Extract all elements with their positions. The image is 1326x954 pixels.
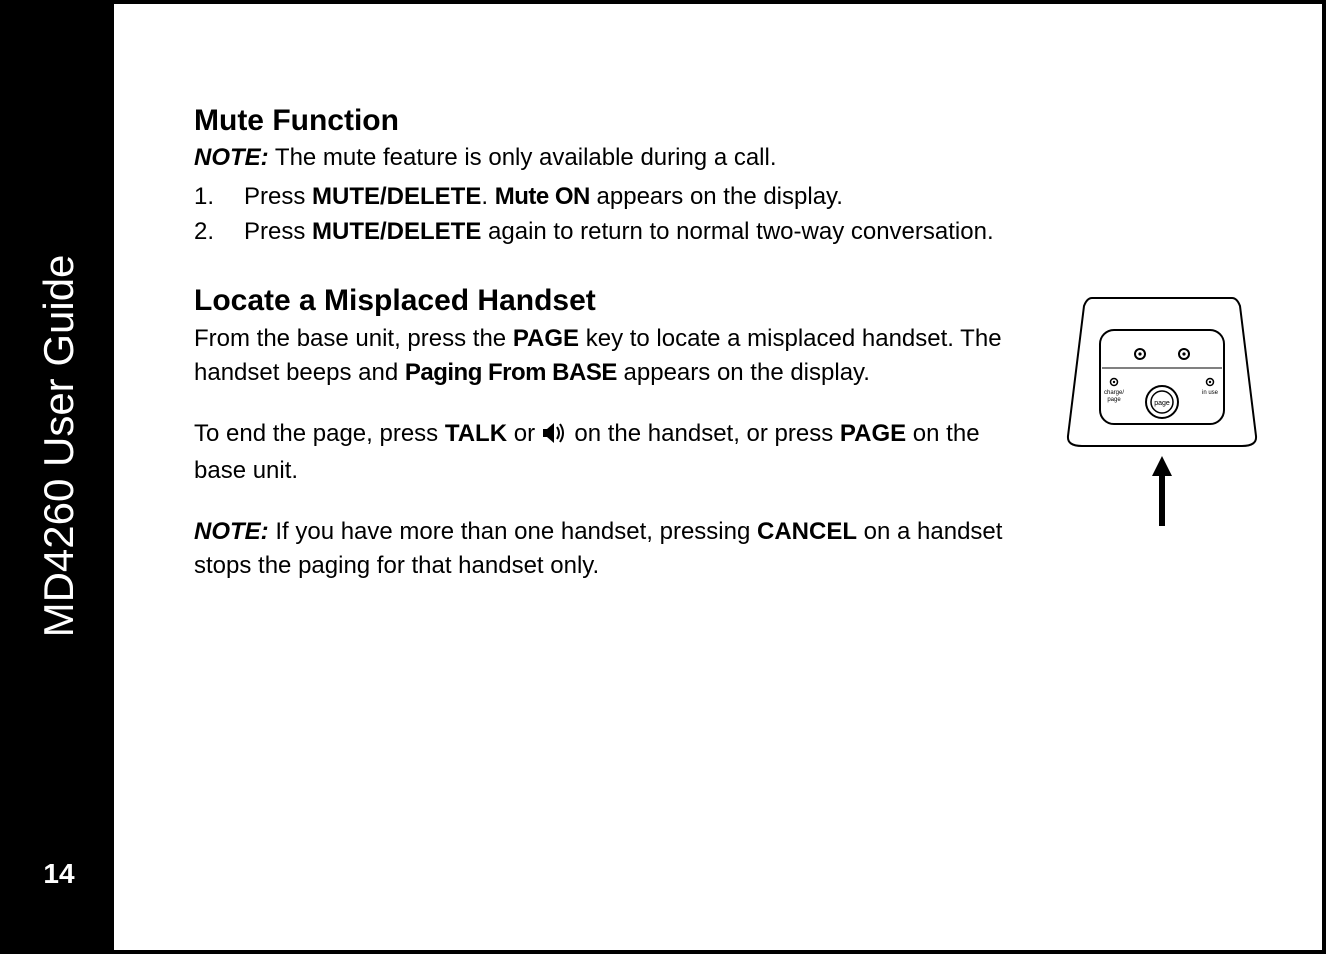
mute-steps: 1. Press MUTE/DELETE. Mute ON appears on… — [194, 180, 1262, 250]
step-1: 1. Press MUTE/DELETE. Mute ON appears on… — [194, 180, 1262, 215]
speaker-icon — [542, 420, 568, 454]
display-mute-on: Mute ON — [495, 183, 590, 210]
label-charge-2: page — [1107, 397, 1121, 403]
arrow-up-icon — [1152, 456, 1172, 526]
sidebar: MD4260 User Guide 14 — [4, 4, 114, 950]
locate-paragraph-1: From the base unit, press the PAGE key t… — [194, 322, 1014, 389]
key-page: PAGE — [840, 420, 906, 447]
page-number: 14 — [4, 858, 114, 890]
key-mute-delete: MUTE/DELETE — [312, 218, 481, 245]
step-number: 2. — [194, 215, 244, 250]
label-page-button: page — [1154, 400, 1170, 407]
label-in-use: in use — [1202, 390, 1219, 396]
sidebar-title: MD4260 User Guide — [35, 255, 83, 638]
key-cancel: CANCEL — [757, 518, 857, 545]
base-unit-illustration: charge/ page in use page — [1062, 296, 1262, 546]
step-body: Press MUTE/DELETE again to return to nor… — [244, 215, 994, 250]
note-label: NOTE: — [194, 518, 269, 545]
key-page: PAGE — [513, 325, 579, 352]
locate-note: NOTE: If you have more than one handset,… — [194, 515, 1014, 582]
key-mute-delete: MUTE/DELETE — [312, 183, 481, 210]
note-text: The mute feature is only available durin… — [269, 144, 777, 171]
step-number: 1. — [194, 180, 244, 215]
note-mute: NOTE: The mute feature is only available… — [194, 142, 1262, 174]
key-talk: TALK — [445, 420, 507, 447]
note-label: NOTE: — [194, 144, 269, 171]
display-paging-from-base: Paging From BASE — [405, 359, 617, 386]
page: MD4260 User Guide 14 Mute Function NOTE:… — [0, 0, 1326, 954]
step-2: 2. Press MUTE/DELETE again to return to … — [194, 215, 1262, 250]
locate-paragraph-2: To end the page, press TALK or on the ha… — [194, 417, 1014, 487]
content-area: Mute Function NOTE: The mute feature is … — [114, 4, 1322, 950]
heading-mute-function: Mute Function — [194, 104, 1262, 138]
step-body: Press MUTE/DELETE. Mute ON appears on th… — [244, 180, 843, 215]
label-charge: charge/ — [1104, 390, 1124, 396]
